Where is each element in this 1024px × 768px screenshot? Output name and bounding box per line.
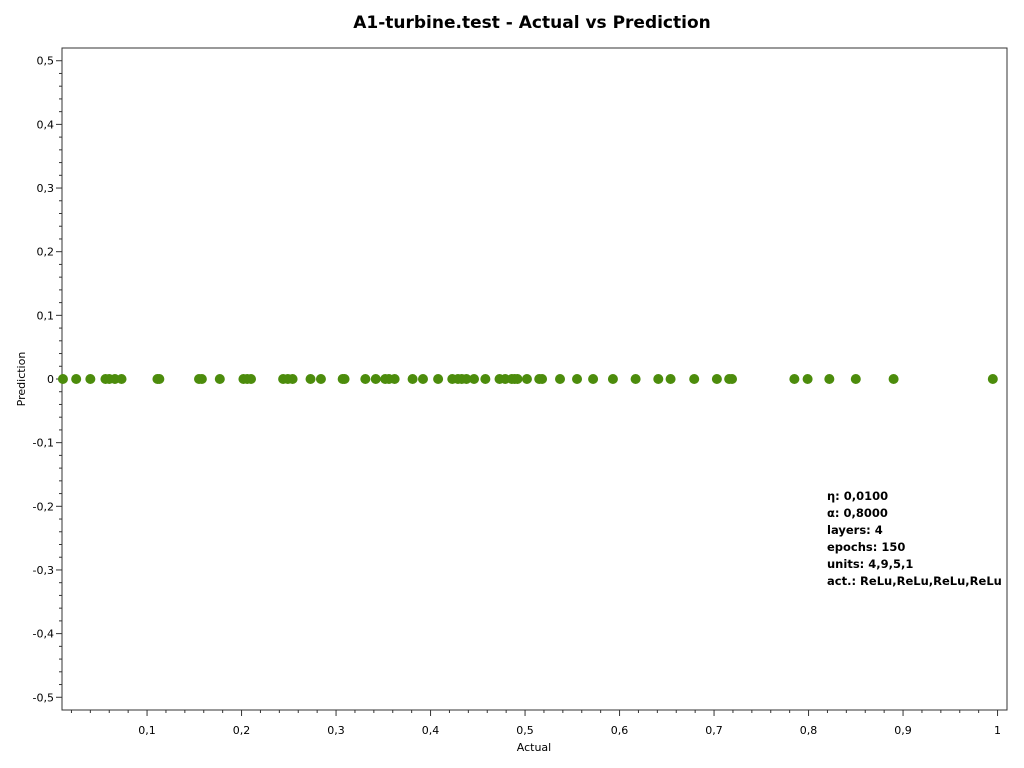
annotation-line: α: 0,8000 xyxy=(827,506,888,520)
data-point xyxy=(370,374,381,384)
data-point xyxy=(433,374,444,384)
x-tick-label: 0,5 xyxy=(516,724,534,737)
data-point xyxy=(572,374,583,384)
annotation-line: epochs: 150 xyxy=(827,540,905,554)
y-tick-label: 0,2 xyxy=(37,246,55,259)
data-point xyxy=(802,374,813,384)
data-points xyxy=(57,374,998,384)
annotation-line: η: 0,0100 xyxy=(827,489,888,503)
data-point xyxy=(85,374,96,384)
y-tick-label: 0,1 xyxy=(37,309,55,322)
x-tick-label: 1 xyxy=(994,724,1001,737)
y-tick-label: -0,2 xyxy=(33,500,54,513)
annotation-line: units: 4,9,5,1 xyxy=(827,557,913,571)
data-point xyxy=(214,374,225,384)
x-axis: 0,1 0,2 0,3 0,4 0,5 0,6 0,7 0,8 0,9 1 xyxy=(70,710,1001,737)
y-tick-label: -0,4 xyxy=(33,628,54,641)
data-point xyxy=(154,374,165,384)
y-tick-label: -0,1 xyxy=(33,437,54,450)
data-point xyxy=(246,374,256,384)
x-tick-label: 0,3 xyxy=(327,724,345,737)
annotation-line: act.: ReLu,ReLu,ReLu,ReLu xyxy=(827,574,1002,588)
y-tick-label: 0,4 xyxy=(37,118,55,131)
data-point xyxy=(305,374,316,384)
y-tick-label: -0,5 xyxy=(33,691,54,704)
data-point xyxy=(850,374,861,384)
data-point xyxy=(417,374,428,384)
y-tick-label: 0 xyxy=(47,373,54,386)
x-tick-label: 0,4 xyxy=(422,724,440,737)
x-tick-label: 0,2 xyxy=(233,724,251,737)
data-point xyxy=(665,374,676,384)
data-point xyxy=(71,374,82,384)
data-point xyxy=(461,374,472,384)
model-parameters-box: η: 0,0100 α: 0,8000 layers: 4 epochs: 150 un… xyxy=(827,489,1002,588)
data-point xyxy=(607,374,618,384)
data-point xyxy=(789,374,800,384)
data-point xyxy=(480,374,491,384)
data-point xyxy=(287,374,298,384)
data-point xyxy=(888,374,899,384)
y-axis-label: Prediction xyxy=(15,352,28,407)
data-point xyxy=(57,374,68,384)
data-point xyxy=(537,374,548,384)
data-point xyxy=(630,374,641,384)
data-point xyxy=(727,374,738,384)
data-point xyxy=(987,374,998,384)
data-point xyxy=(555,374,566,384)
data-point xyxy=(196,374,207,384)
data-point xyxy=(689,374,700,384)
data-point xyxy=(339,374,350,384)
data-point xyxy=(521,374,532,384)
data-point xyxy=(588,374,599,384)
data-point xyxy=(407,374,418,384)
y-tick-label: 0,5 xyxy=(37,55,55,68)
annotation-line: layers: 4 xyxy=(827,523,883,537)
data-point xyxy=(653,374,664,384)
data-point xyxy=(512,374,523,384)
chart-title: A1-turbine.test - Actual vs Prediction xyxy=(353,13,711,33)
data-point xyxy=(315,374,326,384)
x-tick-label: 0,9 xyxy=(894,724,912,737)
y-tick-label: -0,3 xyxy=(33,564,54,577)
data-point xyxy=(116,374,127,384)
data-point xyxy=(469,374,480,384)
x-tick-label: 0,1 xyxy=(138,724,156,737)
x-tick-label: 0,8 xyxy=(800,724,818,737)
data-point xyxy=(711,374,722,384)
x-tick-label: 0,7 xyxy=(705,724,723,737)
y-tick-label: 0,3 xyxy=(37,182,55,195)
data-point xyxy=(389,374,400,384)
data-point xyxy=(824,374,835,384)
y-axis: 0,5 0,4 0,3 0,2 0,1 0 -0,1 -0,2 -0,3 -0,4 -0,5 xyxy=(33,55,62,704)
x-tick-label: 0,6 xyxy=(611,724,629,737)
data-point xyxy=(360,374,371,384)
x-axis-label: Actual xyxy=(517,741,551,754)
